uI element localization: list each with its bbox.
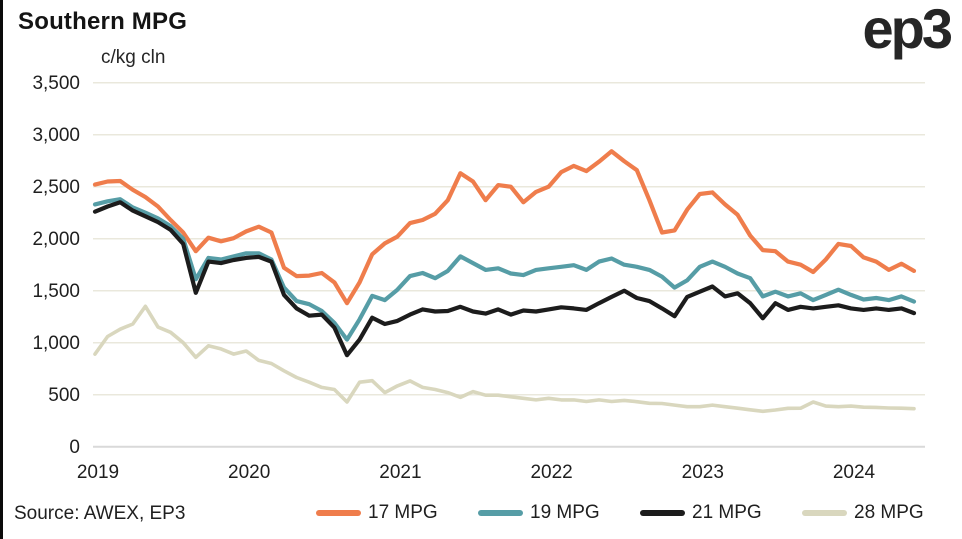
legend-label: 28 MPG: [854, 502, 924, 523]
y-tick-label: 2,500: [32, 177, 80, 198]
page-title: Southern MPG: [18, 8, 188, 35]
x-tick-label: 2024: [833, 462, 876, 483]
x-tick-label: 2023: [682, 462, 724, 483]
legend-item-19-mpg[interactable]: 19 MPG: [478, 502, 600, 524]
legend-item-21-mpg[interactable]: 21 MPG: [640, 502, 762, 524]
y-tick-label: 1,500: [32, 281, 80, 302]
y-tick-label: 0: [69, 437, 80, 458]
x-tick-label: 2022: [530, 462, 572, 483]
series-line-28-mpg: [93, 304, 916, 414]
series-line-19-mpg: [92, 197, 917, 342]
x-tick-label: 2021: [379, 462, 421, 483]
legend-item-17-mpg[interactable]: 17 MPG: [316, 502, 438, 524]
legend-label: 17 MPG: [368, 502, 438, 523]
y-tick-label: 3,000: [32, 125, 80, 146]
legend-swatch-21-mpg: [640, 510, 685, 516]
source-note: Source: AWEX, EP3: [14, 503, 186, 524]
y-tick-label: 3,500: [32, 73, 80, 94]
legend-item-28-mpg[interactable]: 28 MPG: [802, 502, 924, 524]
line-chart: 0 500 1,000 1,500 2,000 2,500 3,000 3,500 2019 20…: [32, 73, 925, 483]
legend-label: 19 MPG: [530, 502, 600, 523]
y-tick-label: 500: [48, 385, 80, 406]
legend-swatch-28-mpg: [802, 510, 847, 516]
y-tick-label: 2,000: [32, 229, 80, 250]
legend-swatch-17-mpg: [316, 510, 361, 516]
series-line-21-mpg: [92, 200, 917, 358]
ep3-logo: ep3: [862, 0, 953, 60]
y-axis-unit-label: c/kg cln: [101, 47, 166, 68]
legend-label: 21 MPG: [692, 502, 762, 523]
y-tick-label: 1,000: [32, 333, 80, 354]
x-tick-label: 2020: [228, 462, 270, 483]
series-line-17-mpg: [92, 149, 917, 306]
x-tick-label: 2019: [77, 462, 119, 483]
legend-swatch-19-mpg: [478, 510, 523, 516]
